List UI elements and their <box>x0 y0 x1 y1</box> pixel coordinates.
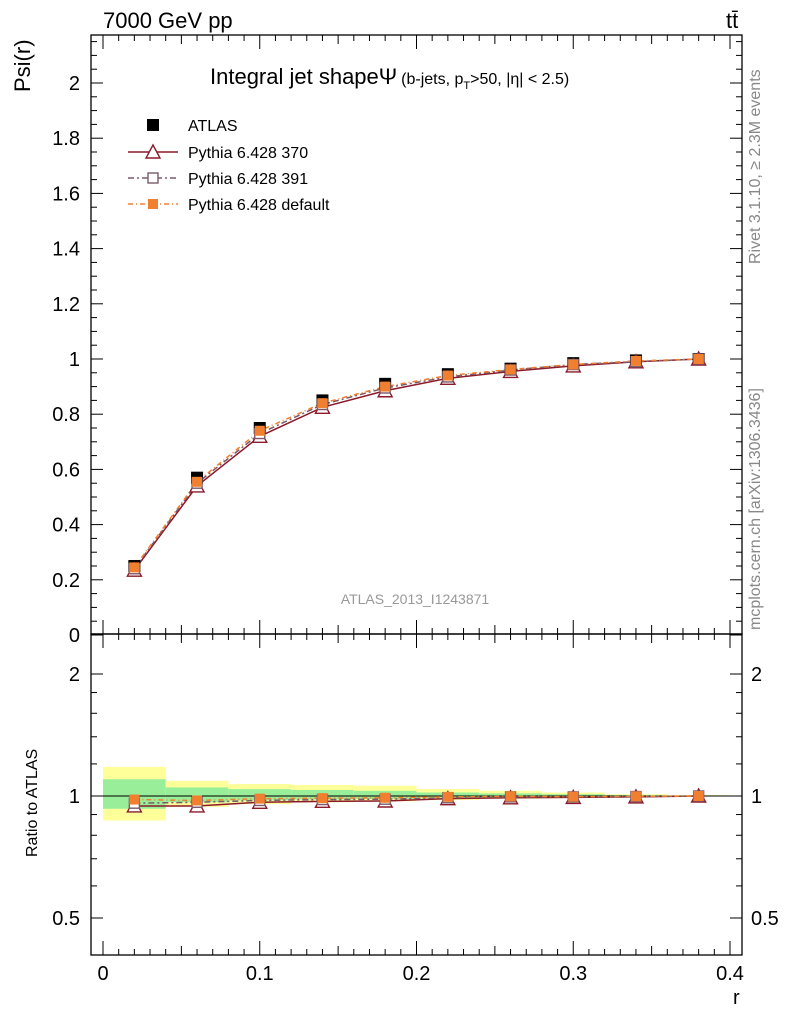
x-tick-label: 0.3 <box>559 963 587 985</box>
ratio-point <box>317 793 328 804</box>
main-y-tick-label: 0 <box>69 625 80 647</box>
main-mc-point <box>129 562 140 573</box>
main-mc-point <box>693 354 704 364</box>
main-title-main: Integral jet shapeΨ <box>210 64 397 89</box>
ratio-point <box>129 794 140 805</box>
main-y-axis-label: Psi(r) <box>10 39 35 92</box>
main-y-tick-label: 0.8 <box>52 404 80 426</box>
main-axis-ticks: 0 0.2 0.4 0.6 0.8 1 1.2 1.4 1.6 1.8 2 <box>52 35 742 647</box>
legend-marker <box>147 119 159 131</box>
main-mc-point <box>380 381 391 392</box>
main-mc-point <box>192 476 203 487</box>
ratio-stat-band <box>165 787 229 803</box>
main-panel: 0 0.2 0.4 0.6 0.8 1 1.2 1.4 1.6 1.8 2 Psi(r) Integ… <box>10 34 743 647</box>
main-y-tick-label: 1.8 <box>52 128 80 150</box>
main-mc-point <box>254 425 265 436</box>
ratio-y-tick-label-right: 2 <box>751 664 762 686</box>
x-tick-label: 0.4 <box>716 963 744 985</box>
ratio-frame <box>90 633 743 956</box>
main-title-subscript: T <box>463 80 470 92</box>
main-y-tick-label: 1.2 <box>52 294 80 316</box>
ratio-point <box>380 792 391 803</box>
main-mc-point <box>505 364 516 375</box>
ratio-y-tick-label: 1 <box>69 786 80 808</box>
legend: ATLAS Pythia 6.428 370 Pythia 6.428 391 Pyt… <box>128 118 330 214</box>
main-title-suffix: (b-jets, p <box>401 71 463 88</box>
ratio-series-group <box>126 787 707 813</box>
legend-marker <box>147 172 159 184</box>
ratio-point <box>693 791 704 801</box>
legend-label: ATLAS <box>188 118 238 135</box>
header-left-label: 7000 GeV pp <box>103 8 233 33</box>
main-y-tick-label: 1 <box>69 349 80 371</box>
ratio-series-line <box>134 795 699 802</box>
ratio-point <box>568 791 579 802</box>
main-y-tick-label: 1.4 <box>52 239 80 261</box>
ratio-y-tick-label-right: 0.5 <box>751 908 779 930</box>
legend-label: Pythia 6.428 391 <box>188 171 308 188</box>
ratio-point <box>254 793 265 804</box>
ratio-point <box>505 791 516 802</box>
x-axis-label: r <box>733 987 740 1009</box>
legend-marker <box>148 199 158 209</box>
main-mc-point <box>317 398 328 409</box>
header-right-label: tt̄ <box>726 8 738 33</box>
rivet-version-label: Rivet 3.1.10, ≥ 2.3M events <box>747 69 764 264</box>
ratio-series-line <box>134 795 699 804</box>
main-y-tick-label: 0.2 <box>52 570 80 592</box>
ratio-panel: 0.5 0.5 1 1 2 2 0 0.1 0.2 0.3 0.4 Ratio to ATLAS r <box>24 633 779 1009</box>
main-mc-point <box>442 370 453 381</box>
main-title: Integral jet shapeΨ (b-jets, pT>50, |η| <… <box>210 64 569 92</box>
ratio-y-tick-label: 0.5 <box>52 908 80 930</box>
legend-marker <box>144 143 162 159</box>
ratio-y-tick-label-right: 1 <box>751 786 762 808</box>
ratio-point <box>192 795 203 806</box>
ratio-axis-ticks: 0.5 0.5 1 1 2 2 0 0.1 0.2 0.3 0.4 <box>52 634 779 985</box>
main-mc-point <box>568 359 579 370</box>
ratio-y-tick-label: 2 <box>69 664 80 686</box>
main-y-tick-label: 2 <box>69 73 80 95</box>
ratio-point <box>442 791 453 802</box>
main-y-tick-label: 1.6 <box>52 183 80 205</box>
main-mc-point <box>630 355 641 366</box>
main-series-line <box>133 358 699 568</box>
legend-label: Pythia 6.428 default <box>188 197 330 214</box>
main-y-tick-label: 0.4 <box>52 515 80 537</box>
mcplots-label: mcplots.cern.ch [arXiv:1306.3436] <box>747 388 764 630</box>
main-title-suffix-2: >50, |η| < 2.5) <box>470 71 569 88</box>
analysis-watermark: ATLAS_2013_I1243871 <box>341 591 490 607</box>
ratio-point <box>630 791 641 802</box>
x-tick-label: 0.2 <box>403 963 431 985</box>
legend-label: Pythia 6.428 370 <box>188 145 308 162</box>
main-y-tick-label: 0.6 <box>52 459 80 481</box>
main-series-group <box>126 350 707 577</box>
x-tick-label: 0.1 <box>246 963 274 985</box>
ratio-y-axis-label: Ratio to ATLAS <box>24 749 41 857</box>
x-tick-label: 0 <box>97 963 108 985</box>
